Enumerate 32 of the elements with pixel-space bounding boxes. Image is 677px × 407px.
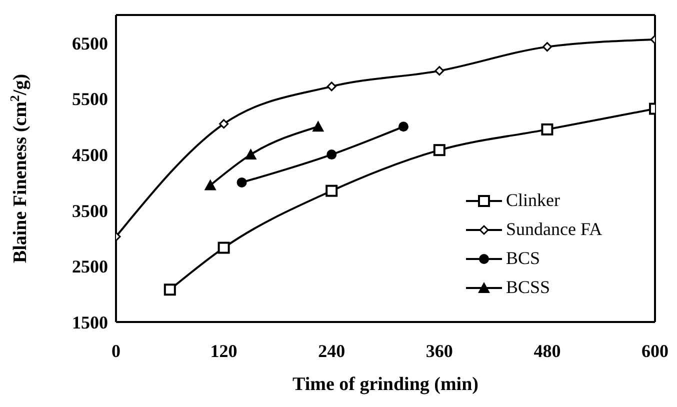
y-tick-label: 1500 (72, 312, 108, 332)
point (164, 284, 176, 296)
point (541, 123, 554, 136)
x-tick-label: 240 (318, 340, 346, 361)
y-tick-label: 5500 (72, 89, 108, 110)
point (244, 148, 257, 160)
point (433, 144, 446, 156)
point (326, 184, 338, 197)
y-tick-label: 2500 (72, 256, 108, 277)
point (218, 242, 230, 254)
point (326, 150, 337, 160)
y-tick-label: 6500 (72, 33, 108, 54)
x-tick-label: 600 (642, 340, 668, 361)
point (398, 122, 408, 132)
legend-label: Clinker (506, 190, 560, 211)
point (204, 179, 216, 190)
y-tick-label: 4500 (72, 144, 108, 165)
point (326, 82, 336, 92)
legend-label: Sundance FA (506, 219, 602, 240)
point (542, 42, 552, 52)
x-tick-label: 0 (112, 340, 120, 361)
legend-label: BCSS (506, 277, 550, 298)
point (312, 120, 324, 132)
point (236, 177, 247, 188)
x-tick-label: 120 (210, 340, 238, 361)
legend-label: BCS (506, 248, 540, 269)
point (219, 119, 229, 129)
x-axis-title: Time of grinding (min) (292, 374, 478, 395)
x-tick-label: 480 (534, 340, 561, 361)
y-tick-label: 3500 (72, 200, 108, 221)
x-tick-label: 360 (426, 340, 453, 361)
point (434, 66, 444, 76)
